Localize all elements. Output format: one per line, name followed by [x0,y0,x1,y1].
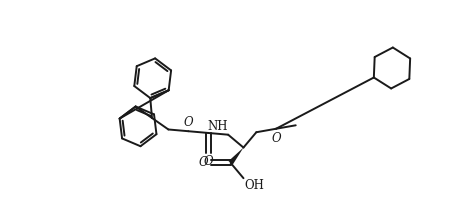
Text: O: O [183,116,193,129]
Text: O: O [271,132,281,145]
Text: O: O [204,155,213,168]
Text: OH: OH [244,179,264,192]
Polygon shape [228,147,243,165]
Text: NH: NH [207,120,227,133]
Text: O: O [199,156,209,169]
